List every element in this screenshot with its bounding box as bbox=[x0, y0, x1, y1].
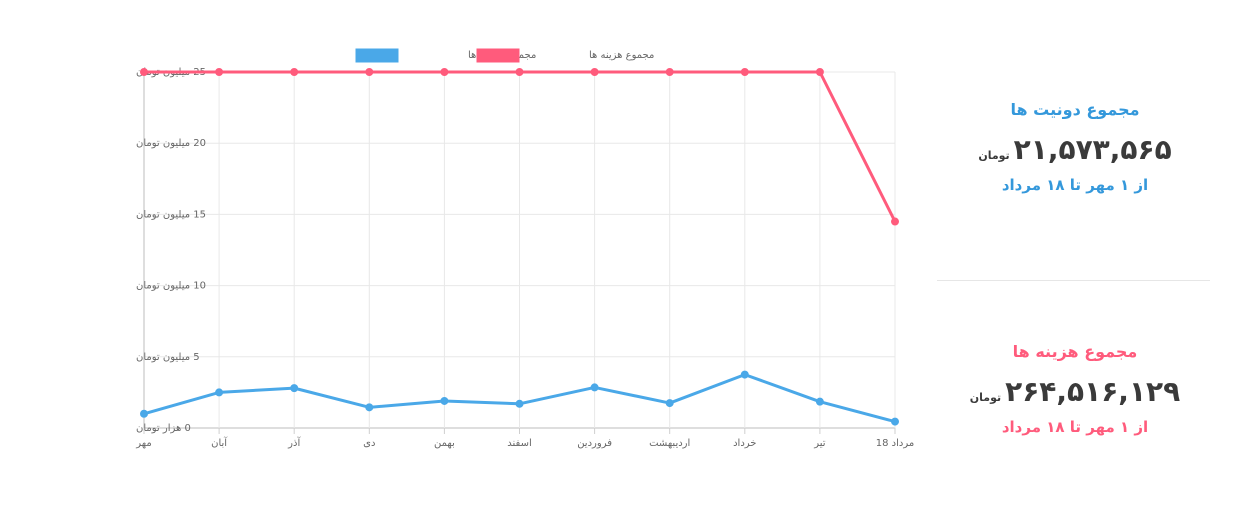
x-tick-label: آذر bbox=[287, 436, 301, 449]
x-tick-label: فروردین bbox=[577, 438, 612, 449]
data-point bbox=[290, 384, 299, 393]
y-tick-label: 20 میلیون تومان bbox=[136, 138, 206, 149]
data-point bbox=[891, 217, 899, 226]
data-point bbox=[215, 68, 224, 76]
data-point bbox=[590, 383, 599, 392]
data-point bbox=[740, 370, 749, 379]
donations-range: از ۱ مهر تا ۱۸ مرداد bbox=[1001, 176, 1149, 194]
line-chart: 25 میلیون تومان 20 میلیون تومان 15 میلیون … bbox=[135, 48, 914, 449]
divider bbox=[937, 280, 1210, 281]
data-point bbox=[740, 68, 749, 76]
costs-range: از ۱ مهر تا ۱۸ مرداد bbox=[1001, 418, 1149, 436]
data-point bbox=[140, 409, 148, 418]
donations-title: مجموع دونیت ها bbox=[1010, 100, 1140, 119]
x-tick-label: 18 مرداد bbox=[876, 438, 914, 449]
y-tick-label: 5 میلیون تومان bbox=[136, 352, 200, 363]
legend-swatch bbox=[476, 48, 520, 63]
data-point bbox=[140, 68, 148, 76]
x-tick-label: آبان bbox=[211, 436, 228, 449]
data-point bbox=[440, 68, 449, 76]
y-tick-label: 10 میلیون تومان bbox=[136, 281, 206, 292]
x-tick-label: بهمن bbox=[434, 438, 455, 449]
legend-swatch bbox=[355, 48, 399, 63]
data-point bbox=[290, 68, 299, 76]
data-point bbox=[665, 68, 674, 76]
x-tick-label: مهر bbox=[135, 438, 151, 449]
costs-amount: ۲۶۴,۵۱۶,۱۲۹ bbox=[1005, 375, 1181, 408]
data-point bbox=[665, 399, 674, 408]
x-tick-label: اردیبهشت bbox=[649, 438, 690, 449]
data-point bbox=[590, 68, 599, 76]
data-point bbox=[815, 68, 824, 76]
y-tick-label: 15 میلیون تومان bbox=[136, 209, 206, 220]
costs-amount-row: تومان ۲۶۴,۵۱۶,۱۲۹ bbox=[939, 375, 1211, 408]
data-point bbox=[815, 397, 824, 406]
donations-amount-row: تومان ۲۱,۵۷۳,۵۶۵ bbox=[939, 133, 1211, 166]
legend-label: مجموع هزینه ها bbox=[589, 50, 654, 61]
x-tick-label: اسفند bbox=[507, 438, 531, 449]
data-point bbox=[515, 399, 524, 408]
data-point bbox=[891, 417, 899, 426]
x-tick-label: تیر bbox=[813, 438, 826, 449]
y-tick-label: 0 هزار تومان bbox=[136, 423, 191, 434]
data-point bbox=[215, 388, 224, 397]
costs-unit: تومان bbox=[969, 391, 1002, 404]
data-point bbox=[515, 68, 524, 76]
donations-summary: مجموع دونیت ها تومان ۲۱,۵۷۳,۵۶۵ از ۱ مهر… bbox=[939, 100, 1211, 194]
costs-title: مجموع هزینه ها bbox=[1012, 342, 1138, 361]
data-point bbox=[440, 396, 449, 405]
donations-amount: ۲۱,۵۷۳,۵۶۵ bbox=[1013, 133, 1172, 166]
costs-summary: مجموع هزینه ها تومان ۲۶۴,۵۱۶,۱۲۹ از ۱ مه… bbox=[939, 342, 1211, 436]
donations-unit: تومان bbox=[978, 149, 1010, 162]
data-point bbox=[365, 68, 374, 76]
x-tick-label: دی bbox=[363, 438, 375, 449]
data-point bbox=[365, 403, 374, 412]
x-tick-label: خرداد bbox=[733, 438, 756, 449]
